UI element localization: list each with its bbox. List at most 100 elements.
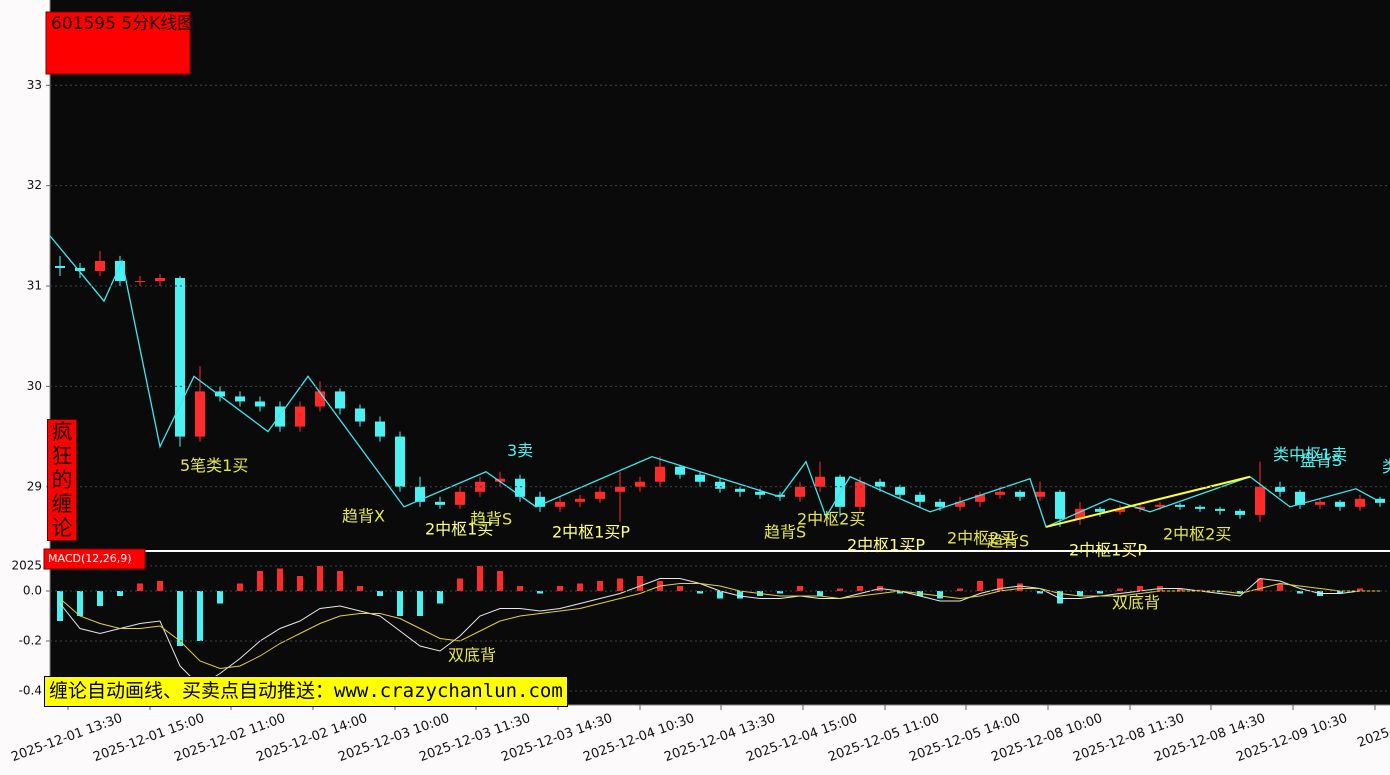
macd-bar xyxy=(677,586,683,591)
macd-bar xyxy=(357,586,363,591)
macd-bar xyxy=(57,591,63,621)
candle-body xyxy=(135,281,145,283)
candle-body xyxy=(895,486,905,495)
macd-bar xyxy=(77,591,83,616)
candle-body xyxy=(435,501,445,505)
macd-bar xyxy=(137,583,143,591)
annotation: 2中枢2买 xyxy=(1163,524,1231,543)
candle-body xyxy=(535,496,545,507)
macd-bar xyxy=(937,591,943,599)
candle-body xyxy=(595,491,605,499)
candle-body xyxy=(915,494,925,502)
macd-bar xyxy=(237,583,243,591)
y-tick-label: 30 xyxy=(27,379,42,393)
macd-bar xyxy=(1177,588,1183,591)
macd-bar xyxy=(1037,591,1043,594)
macd-bar xyxy=(577,583,583,591)
y-tick-label: 33 xyxy=(27,78,42,92)
macd-bar xyxy=(397,591,403,616)
candle-body xyxy=(655,466,665,482)
macd-bar xyxy=(1237,591,1243,594)
macd-bar xyxy=(1117,588,1123,591)
candle-body xyxy=(955,501,965,507)
macd-bar xyxy=(1097,591,1103,594)
stroke-line xyxy=(49,235,1381,528)
candle-body xyxy=(755,491,765,495)
annotation: 趋背S xyxy=(470,509,512,528)
macd-bar xyxy=(197,591,203,641)
candle-body xyxy=(335,391,345,409)
annotation: 类中枢1卖 xyxy=(1273,445,1347,464)
candle-body xyxy=(415,486,425,502)
macd-bar xyxy=(117,591,123,596)
candle-body xyxy=(375,421,385,437)
candle-body xyxy=(975,494,985,502)
stroke-line xyxy=(1045,475,1251,528)
candle-body xyxy=(1035,491,1045,497)
candle-body xyxy=(155,278,165,282)
chart-title: 601595 5分K线图 xyxy=(51,14,194,34)
annotation: 趋背S xyxy=(764,522,806,541)
macd-bar xyxy=(257,571,263,591)
macd-bar xyxy=(517,586,523,591)
macd-bar xyxy=(1217,591,1223,593)
candle-body xyxy=(75,267,85,271)
macd-bar xyxy=(297,576,303,591)
macd-bar xyxy=(1197,589,1203,591)
annotation: 2中枢1买P xyxy=(847,535,925,554)
annotation: 趋背S xyxy=(987,531,1029,550)
macd-bar xyxy=(477,566,483,591)
candle-body xyxy=(1355,498,1365,507)
macd-bar xyxy=(977,581,983,591)
candle-body xyxy=(1135,506,1145,509)
y-tick-label: 2025 xyxy=(11,559,42,573)
annotation: 5笔类1买 xyxy=(180,456,248,475)
annotation: 3卖 xyxy=(507,441,533,460)
annotation: 类 xyxy=(1382,457,1390,476)
candle-body xyxy=(835,476,845,507)
candle-body xyxy=(575,498,585,502)
candle-body xyxy=(635,481,645,487)
candle-body xyxy=(875,481,885,487)
annotation: 盘背S xyxy=(1300,451,1342,470)
y-tick-label: 31 xyxy=(27,279,42,293)
macd-bar xyxy=(457,578,463,591)
macd-bar xyxy=(1257,578,1263,591)
macd-bar xyxy=(417,591,423,616)
candle-body xyxy=(995,491,1005,495)
annotation: 2中枢2买 xyxy=(947,528,1015,547)
macd-bar xyxy=(557,586,563,591)
y-tick-label: 0.0 xyxy=(23,584,42,598)
candle-body xyxy=(295,406,305,427)
candle-body xyxy=(795,486,805,497)
macd-bar xyxy=(1017,583,1023,591)
macd-bar xyxy=(837,588,843,591)
candle-body xyxy=(715,481,725,489)
title-box xyxy=(45,11,191,75)
macd-bar xyxy=(857,586,863,591)
candle-body xyxy=(195,391,205,437)
candle-body xyxy=(395,436,405,487)
candle-body xyxy=(735,488,745,492)
macd-bar xyxy=(537,591,543,594)
candle-body xyxy=(275,406,285,427)
banner: 缠论自动画线、买卖点自动推送：www.crazychanlun.com xyxy=(44,676,568,707)
candle-body xyxy=(1335,501,1345,507)
annotation: 双底背 xyxy=(1112,593,1160,612)
macd-bar xyxy=(97,591,103,606)
candle-body xyxy=(1195,506,1205,509)
macd-bar xyxy=(717,591,723,599)
macd-bar xyxy=(497,571,503,591)
macd-bar xyxy=(1297,591,1303,594)
candle-body xyxy=(615,486,625,492)
candle-body xyxy=(1095,508,1105,512)
macd-bar xyxy=(177,591,183,646)
candle-body xyxy=(855,481,865,507)
macd-title: MACD(12,26,9) xyxy=(48,552,132,565)
macd-bar xyxy=(1057,591,1063,604)
annotation: 趋背X xyxy=(342,506,385,525)
candle-body xyxy=(1215,508,1225,511)
